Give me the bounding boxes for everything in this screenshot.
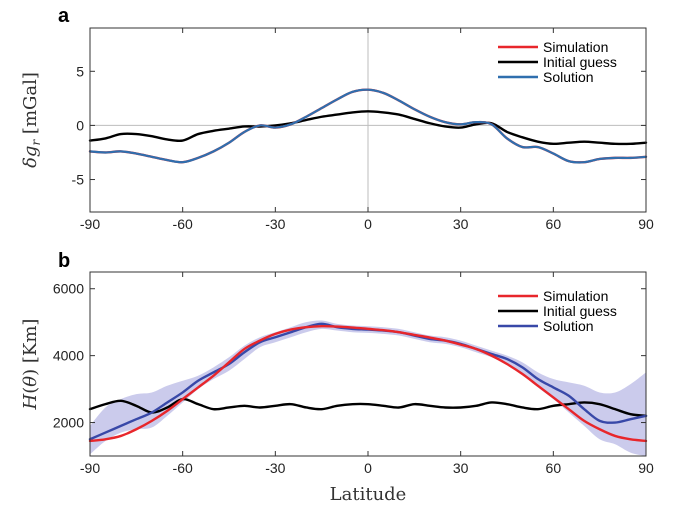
x-tick-label: 60 xyxy=(546,460,562,476)
legend-label: Initial guess xyxy=(543,54,617,70)
legend-label: Simulation xyxy=(543,288,608,304)
panel-b-uncertainty-band xyxy=(90,320,646,456)
y-tick-label: -5 xyxy=(72,172,85,188)
panel-b-xlabel: Latitude xyxy=(330,484,407,505)
panel-a-ticks: -90 -60 -30 0 30 60 90 -5 0 5 xyxy=(72,28,654,232)
panel-a-ylabel: δgr [mGal] xyxy=(20,72,43,168)
legend-label: Solution xyxy=(543,318,594,334)
y-tick-label: 4000 xyxy=(53,348,84,364)
uncertainty-band xyxy=(90,320,646,456)
legend-label: Simulation xyxy=(543,39,608,55)
panel-a-letter: a xyxy=(58,5,70,27)
y-tick-label: 6000 xyxy=(53,281,84,297)
series-line-simulation xyxy=(88,324,648,443)
x-tick-label: -90 xyxy=(80,216,100,232)
x-tick-label: -30 xyxy=(265,460,285,476)
panel-a-reference-lines xyxy=(90,28,646,212)
x-tick-label: -90 xyxy=(80,460,100,476)
panel-b-ticks: -90 -60 -30 0 30 60 90 2000 4000 6000 xyxy=(53,272,654,476)
x-tick-label: 30 xyxy=(453,460,469,476)
panel-a: a -90 -60 -30 0 30 60 90 -5 0 5 δgr [mGal] Simula… xyxy=(20,5,654,232)
x-tick-label: -30 xyxy=(265,216,285,232)
panel-b: b -90 -60 -30 0 30 60 90 2000 4000 6000 H(θ) [Km]… xyxy=(20,250,654,505)
x-tick-label: 90 xyxy=(638,460,654,476)
series-line-solution xyxy=(88,88,648,164)
panel-b-ylabel: H(θ) [Km] xyxy=(20,319,41,411)
x-tick-label: -60 xyxy=(173,216,193,232)
y-tick-label: 5 xyxy=(76,63,84,79)
x-tick-label: 90 xyxy=(638,216,654,232)
x-tick-label: 60 xyxy=(546,216,562,232)
x-tick-label: 30 xyxy=(453,216,469,232)
x-tick-label: 0 xyxy=(364,216,372,232)
x-tick-label: 0 xyxy=(364,460,372,476)
panel-a-series-lines xyxy=(88,88,648,164)
y-tick-label: 0 xyxy=(76,117,84,133)
panel-b-letter: b xyxy=(58,250,70,272)
series-line-initial-guess xyxy=(88,110,648,146)
x-tick-label: -60 xyxy=(173,460,193,476)
legend-label: Initial guess xyxy=(543,303,617,319)
panel-b-series-lines xyxy=(88,322,648,443)
y-tick-label: 2000 xyxy=(53,415,84,431)
legend-label: Solution xyxy=(543,69,594,85)
